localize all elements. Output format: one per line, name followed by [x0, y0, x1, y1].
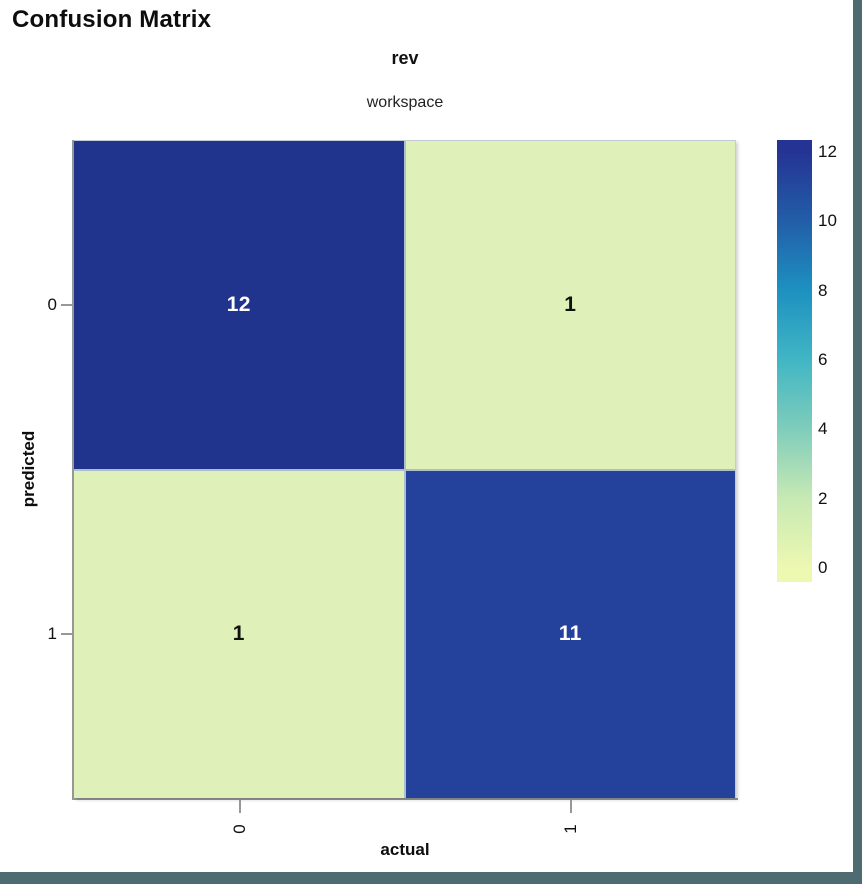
- x-tick-mark-1: [569, 800, 572, 813]
- x-axis-line: [72, 798, 738, 800]
- heatmap-cell-value: 1: [564, 292, 577, 316]
- colorbar: [777, 140, 812, 582]
- x-tick-mark-0: [238, 800, 241, 813]
- colorbar-tick-label-12: 12: [818, 142, 837, 161]
- x-tick-label-1: 1: [560, 824, 580, 834]
- heatmap-cell-r0c1[interactable]: 1: [405, 141, 735, 469]
- window-edge-right: [853, 0, 862, 884]
- y-tick-label-1: 1: [47, 623, 57, 643]
- colorbar-tick-label-0: 0: [818, 558, 828, 577]
- colorbar-tick-label-10: 10: [818, 211, 837, 231]
- x-axis-title: actual: [380, 840, 430, 859]
- run-name-label: rev: [391, 48, 419, 68]
- y-tick-mark-1: [61, 632, 72, 635]
- window-edge-bottom: [0, 872, 862, 884]
- heatmap-grid: 12 1 1 11: [74, 141, 735, 798]
- heatmap-cell-value: 11: [558, 622, 582, 646]
- heatmap-cell-value: 12: [226, 292, 251, 316]
- colorbar-tick-label-2: 2: [818, 488, 828, 508]
- y-tick-label-0: 0: [47, 294, 57, 314]
- y-tick-mark-0: [61, 303, 72, 306]
- heatmap-cell-r1c1[interactable]: 11: [405, 470, 735, 798]
- workspace-label: workspace: [366, 94, 444, 111]
- heatmap-plot-area: 12 1 1 11: [74, 140, 736, 798]
- colorbar-tick-label-4: 4: [818, 419, 828, 439]
- heatmap-cell-r1c0[interactable]: 1: [74, 470, 404, 798]
- colorbar-tick-label-8: 8: [818, 280, 828, 300]
- heatmap-cell-value: 1: [232, 622, 245, 646]
- heatmap-cell-r0c0[interactable]: 12: [74, 141, 404, 469]
- x-tick-label-0: 0: [229, 824, 249, 834]
- y-axis-line: [72, 140, 74, 800]
- panel-title: Confusion Matrix: [12, 6, 212, 33]
- y-axis-title: predicted: [19, 430, 38, 508]
- colorbar-tick-label-6: 6: [818, 350, 828, 369]
